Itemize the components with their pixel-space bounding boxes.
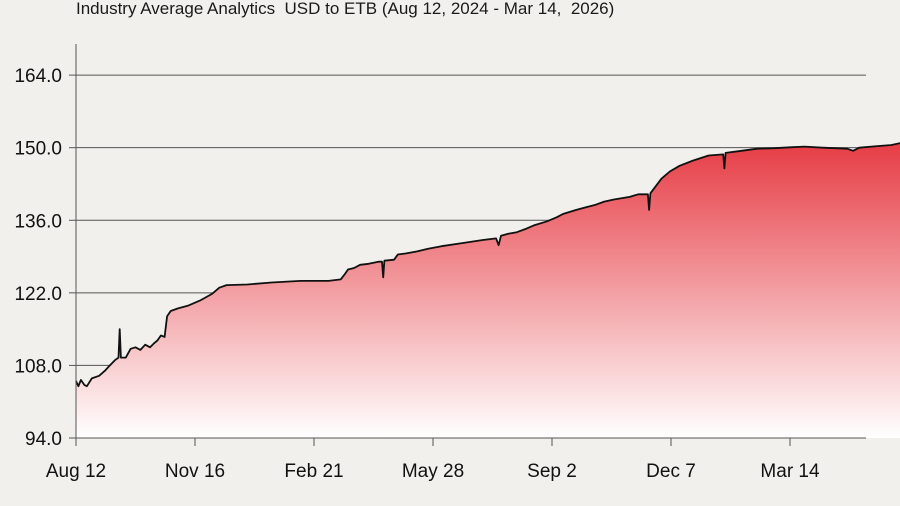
y-tick-label: 150.0 bbox=[14, 139, 62, 160]
y-tick-label: 122.0 bbox=[14, 284, 62, 305]
x-tick-label: Feb 21 bbox=[284, 461, 343, 482]
y-tick-label: 94.0 bbox=[25, 429, 62, 450]
x-tick-label: Nov 16 bbox=[165, 461, 225, 482]
axes bbox=[75, 44, 866, 439]
chart-title: Industry Average Analytics USD to ETB (A… bbox=[76, 0, 615, 18]
x-tick-label: Dec 7 bbox=[646, 461, 696, 482]
y-tick-label: 108.0 bbox=[14, 356, 62, 377]
x-tick-label: Aug 12 bbox=[46, 461, 106, 482]
y-tick-labels: 94.0 108.0 122.0 136.0 150.0 164.0 bbox=[14, 66, 76, 450]
x-tick-label: Sep 2 bbox=[527, 461, 577, 482]
y-tick-label: 136.0 bbox=[14, 211, 62, 232]
x-tick-label: Mar 14 bbox=[760, 461, 820, 482]
y-tick-label: 164.0 bbox=[14, 66, 62, 87]
series-area bbox=[76, 143, 900, 438]
series-line bbox=[75, 142, 900, 388]
x-tick-labels: Aug 12 Nov 16 Feb 21 May 28 Sep 2 Dec 7 Mar 14 bbox=[46, 438, 820, 482]
x-tick-label: May 28 bbox=[402, 461, 464, 482]
